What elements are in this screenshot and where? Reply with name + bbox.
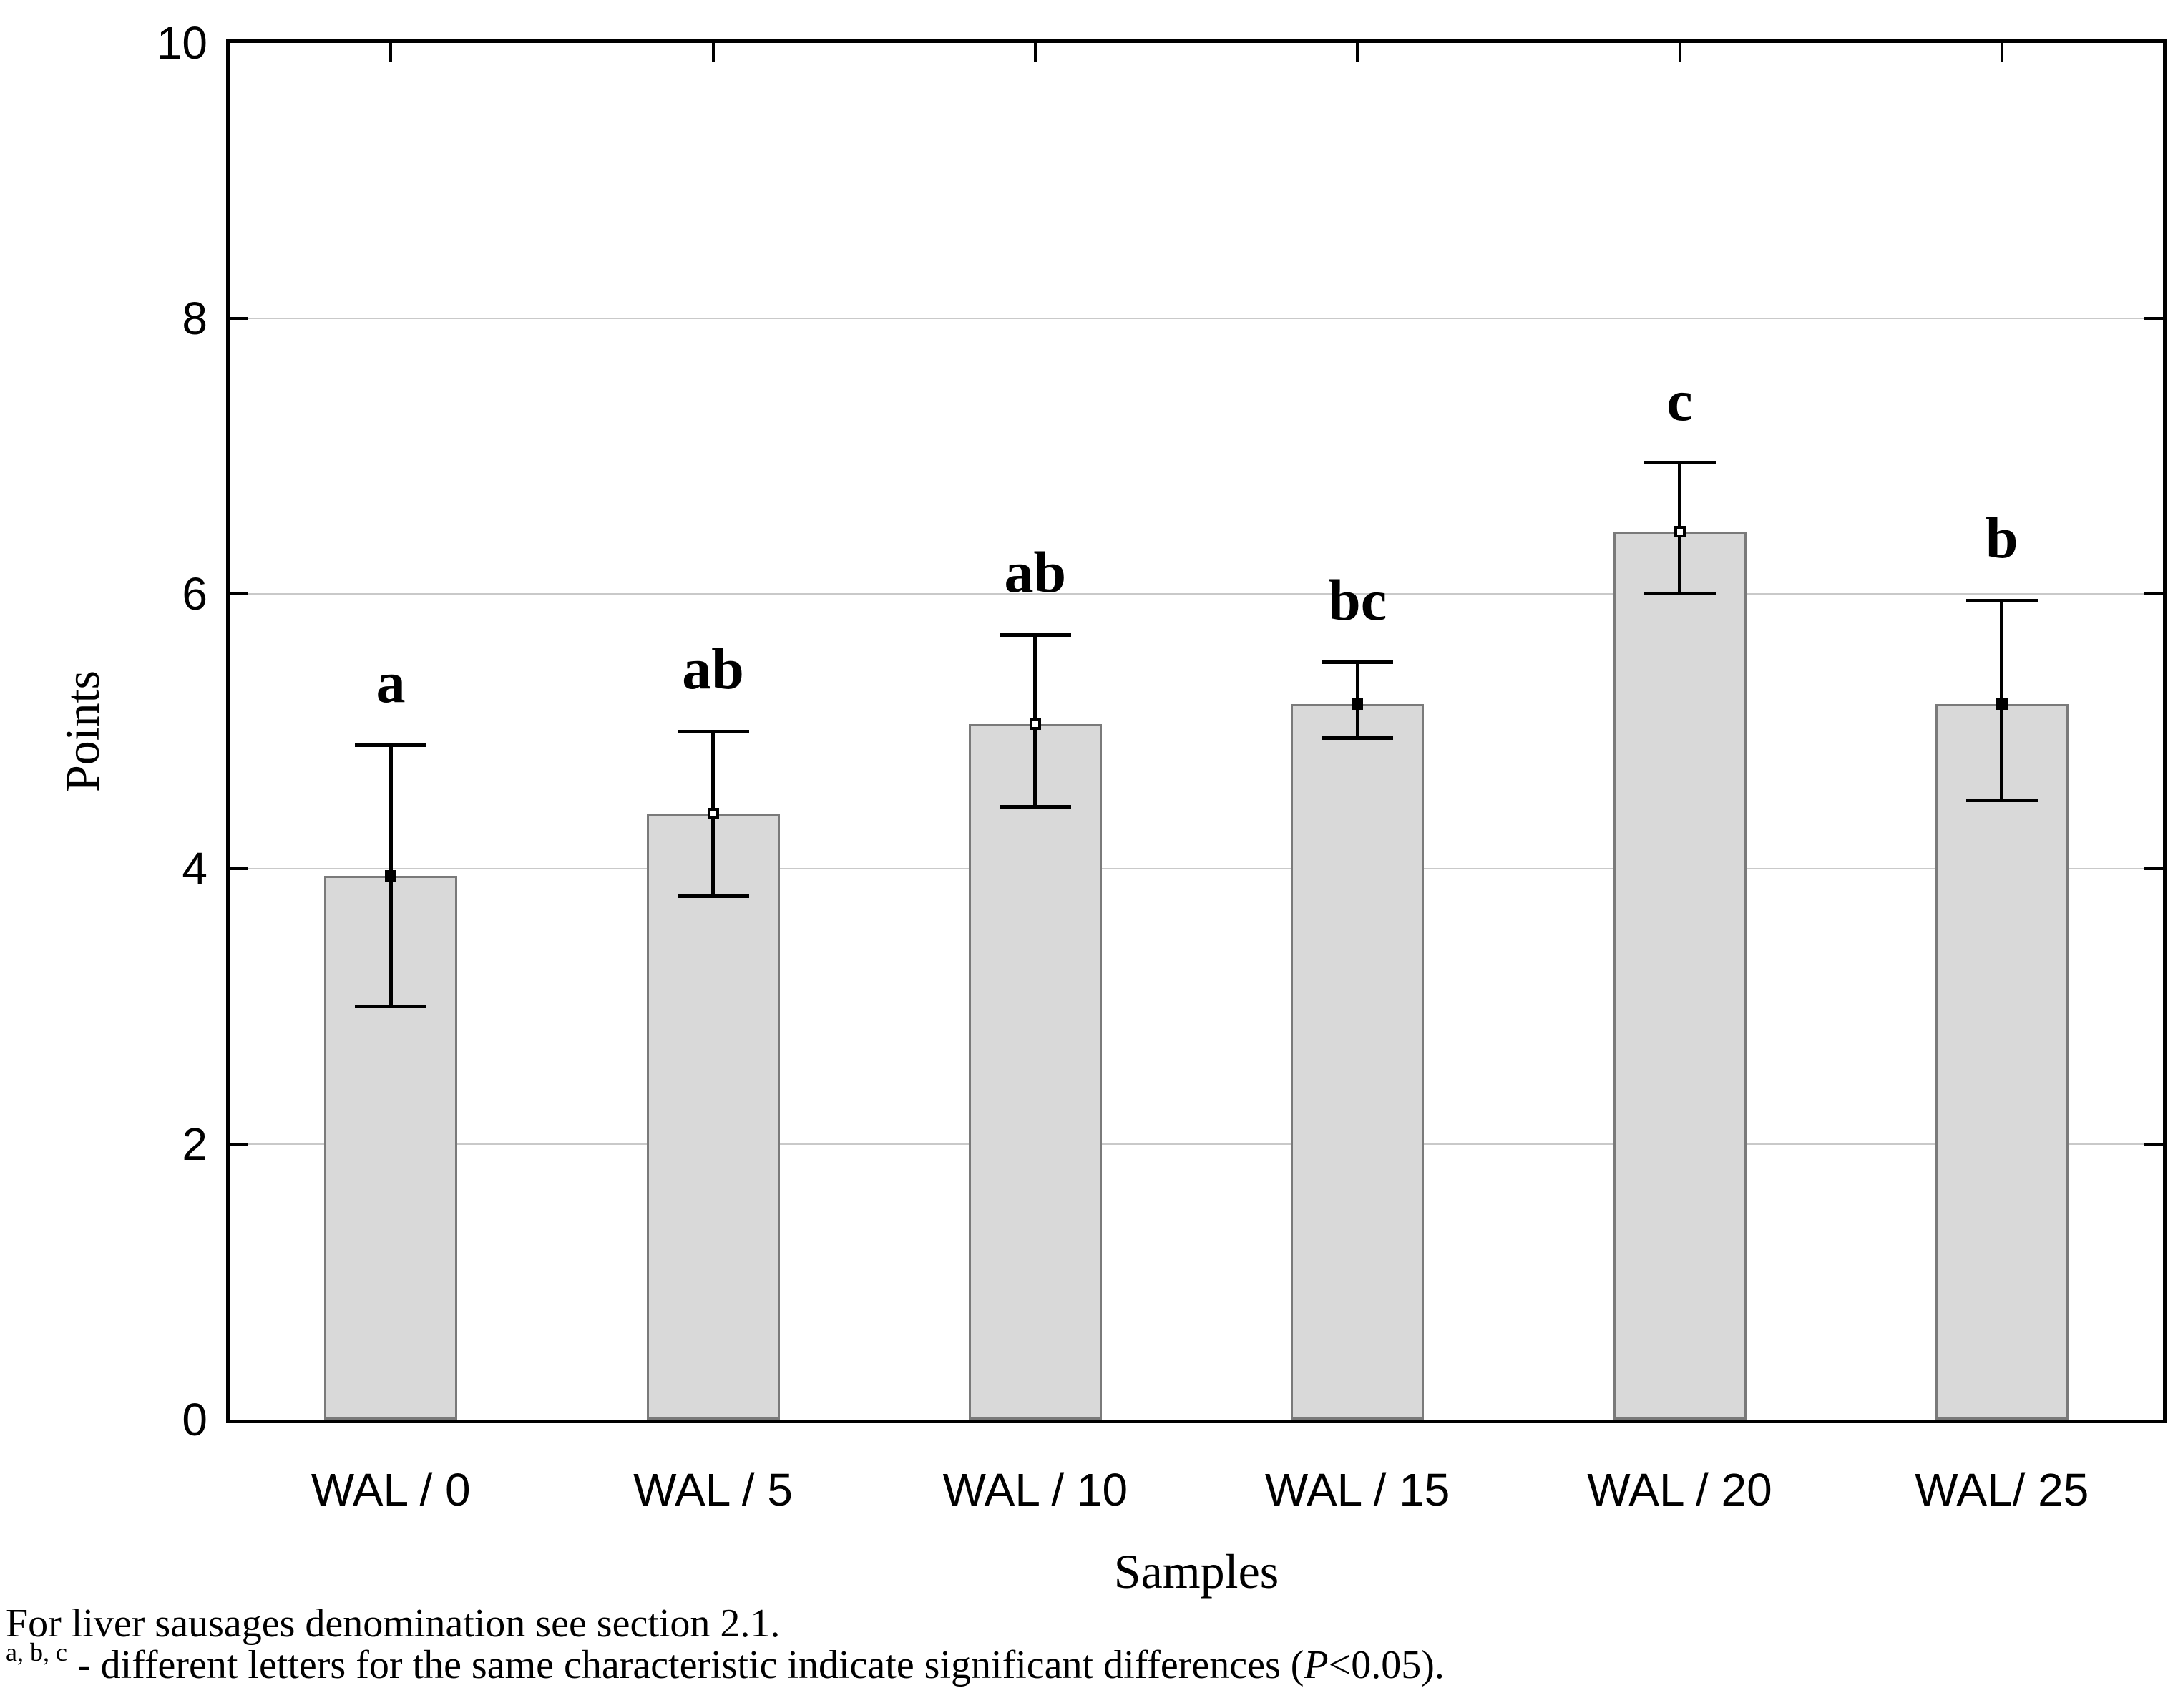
y-tick-left-4 <box>230 867 248 871</box>
y-tick-label: 2 <box>182 1118 207 1171</box>
x-tick-label: WAL / 20 <box>1587 1464 1772 1516</box>
error-bar-cap-bottom <box>355 1005 427 1009</box>
mean-marker <box>1674 526 1686 538</box>
x-tick-top-0 <box>389 43 393 62</box>
y-tick-left-8 <box>230 316 248 320</box>
x-tick-label: WAL / 15 <box>1264 1464 1450 1516</box>
y-tick-right-2 <box>2144 1143 2163 1146</box>
x-tick-label: WAL / 10 <box>942 1464 1128 1516</box>
error-bar-cap-top <box>1644 461 1716 465</box>
y-tick-right-4 <box>2144 867 2163 871</box>
gridline-y-4 <box>230 868 2163 870</box>
y-tick-right-8 <box>2144 316 2163 320</box>
gridline-y-8 <box>230 317 2163 319</box>
plot-inner: a ab ab bc c b <box>230 43 2163 1420</box>
y-tick-label: 8 <box>182 292 207 344</box>
footnote-p-symbol: P <box>1304 1643 1329 1687</box>
y-tick-label: 6 <box>182 567 207 620</box>
bar <box>1935 703 2069 1420</box>
footnote-text-after-p: <0.05). <box>1328 1643 1445 1687</box>
x-tick-top-1 <box>711 43 715 62</box>
x-tick-top-3 <box>1356 43 1359 62</box>
x-axis-title: Samples <box>1113 1544 1279 1599</box>
x-tick-top-5 <box>2000 43 2003 62</box>
mean-marker <box>385 870 397 882</box>
gridline-y-6 <box>230 592 2163 595</box>
x-tick-top-4 <box>1678 43 1681 62</box>
footnote-superscript: a, b, c <box>6 1638 67 1666</box>
mean-marker <box>707 808 719 820</box>
y-tick-label: 4 <box>182 843 207 895</box>
footnote-line-1: For liver sausages denomination see sect… <box>6 1601 781 1646</box>
significance-letter: bc <box>1328 567 1387 633</box>
x-tick-top-2 <box>1033 43 1037 62</box>
mean-marker <box>1352 698 1364 710</box>
footnote-text-before-p: - different letters for the same charact… <box>67 1643 1304 1687</box>
y-tick-left-2 <box>230 1143 248 1146</box>
significance-letter: ab <box>682 636 744 701</box>
y-tick-label: 0 <box>182 1394 207 1445</box>
error-bar-cap-top <box>1965 598 2038 602</box>
significance-letter: b <box>1986 505 2018 571</box>
bar <box>1291 703 1425 1420</box>
significance-letter: c <box>1666 367 1693 433</box>
gridline-y-2 <box>230 1143 2163 1146</box>
error-bar-cap-top <box>355 743 427 747</box>
x-tick-label: WAL / 0 <box>311 1464 471 1516</box>
mean-marker <box>1996 698 2008 710</box>
bar <box>1613 532 1747 1420</box>
y-tick-right-6 <box>2144 592 2163 595</box>
x-tick-label: WAL/ 25 <box>1915 1464 2089 1516</box>
y-tick-label: 10 <box>156 17 207 69</box>
y-tick-left-6 <box>230 592 248 595</box>
footnote-line-2: a, b, c - different letters for the same… <box>6 1639 1445 1687</box>
mean-marker <box>1029 718 1041 731</box>
error-bar-cap-bottom <box>1965 798 2038 802</box>
error-bar-cap-bottom <box>1644 592 1716 596</box>
bar <box>968 724 1102 1420</box>
bar <box>646 814 780 1420</box>
error-bar-cap-top <box>999 633 1071 637</box>
error-bar-cap-bottom <box>677 894 749 899</box>
x-tick-label: WAL / 5 <box>633 1464 793 1516</box>
error-bar-cap-bottom <box>999 805 1071 809</box>
chart-area: a ab ab bc c b <box>226 39 2167 1423</box>
significance-letter: ab <box>1004 540 1067 605</box>
error-bar-cap-bottom <box>1322 736 1394 741</box>
error-bar-cap-top <box>677 729 749 733</box>
y-axis-title: Points <box>55 670 109 793</box>
error-bar-cap-top <box>1322 660 1394 665</box>
significance-letter: a <box>376 650 406 716</box>
